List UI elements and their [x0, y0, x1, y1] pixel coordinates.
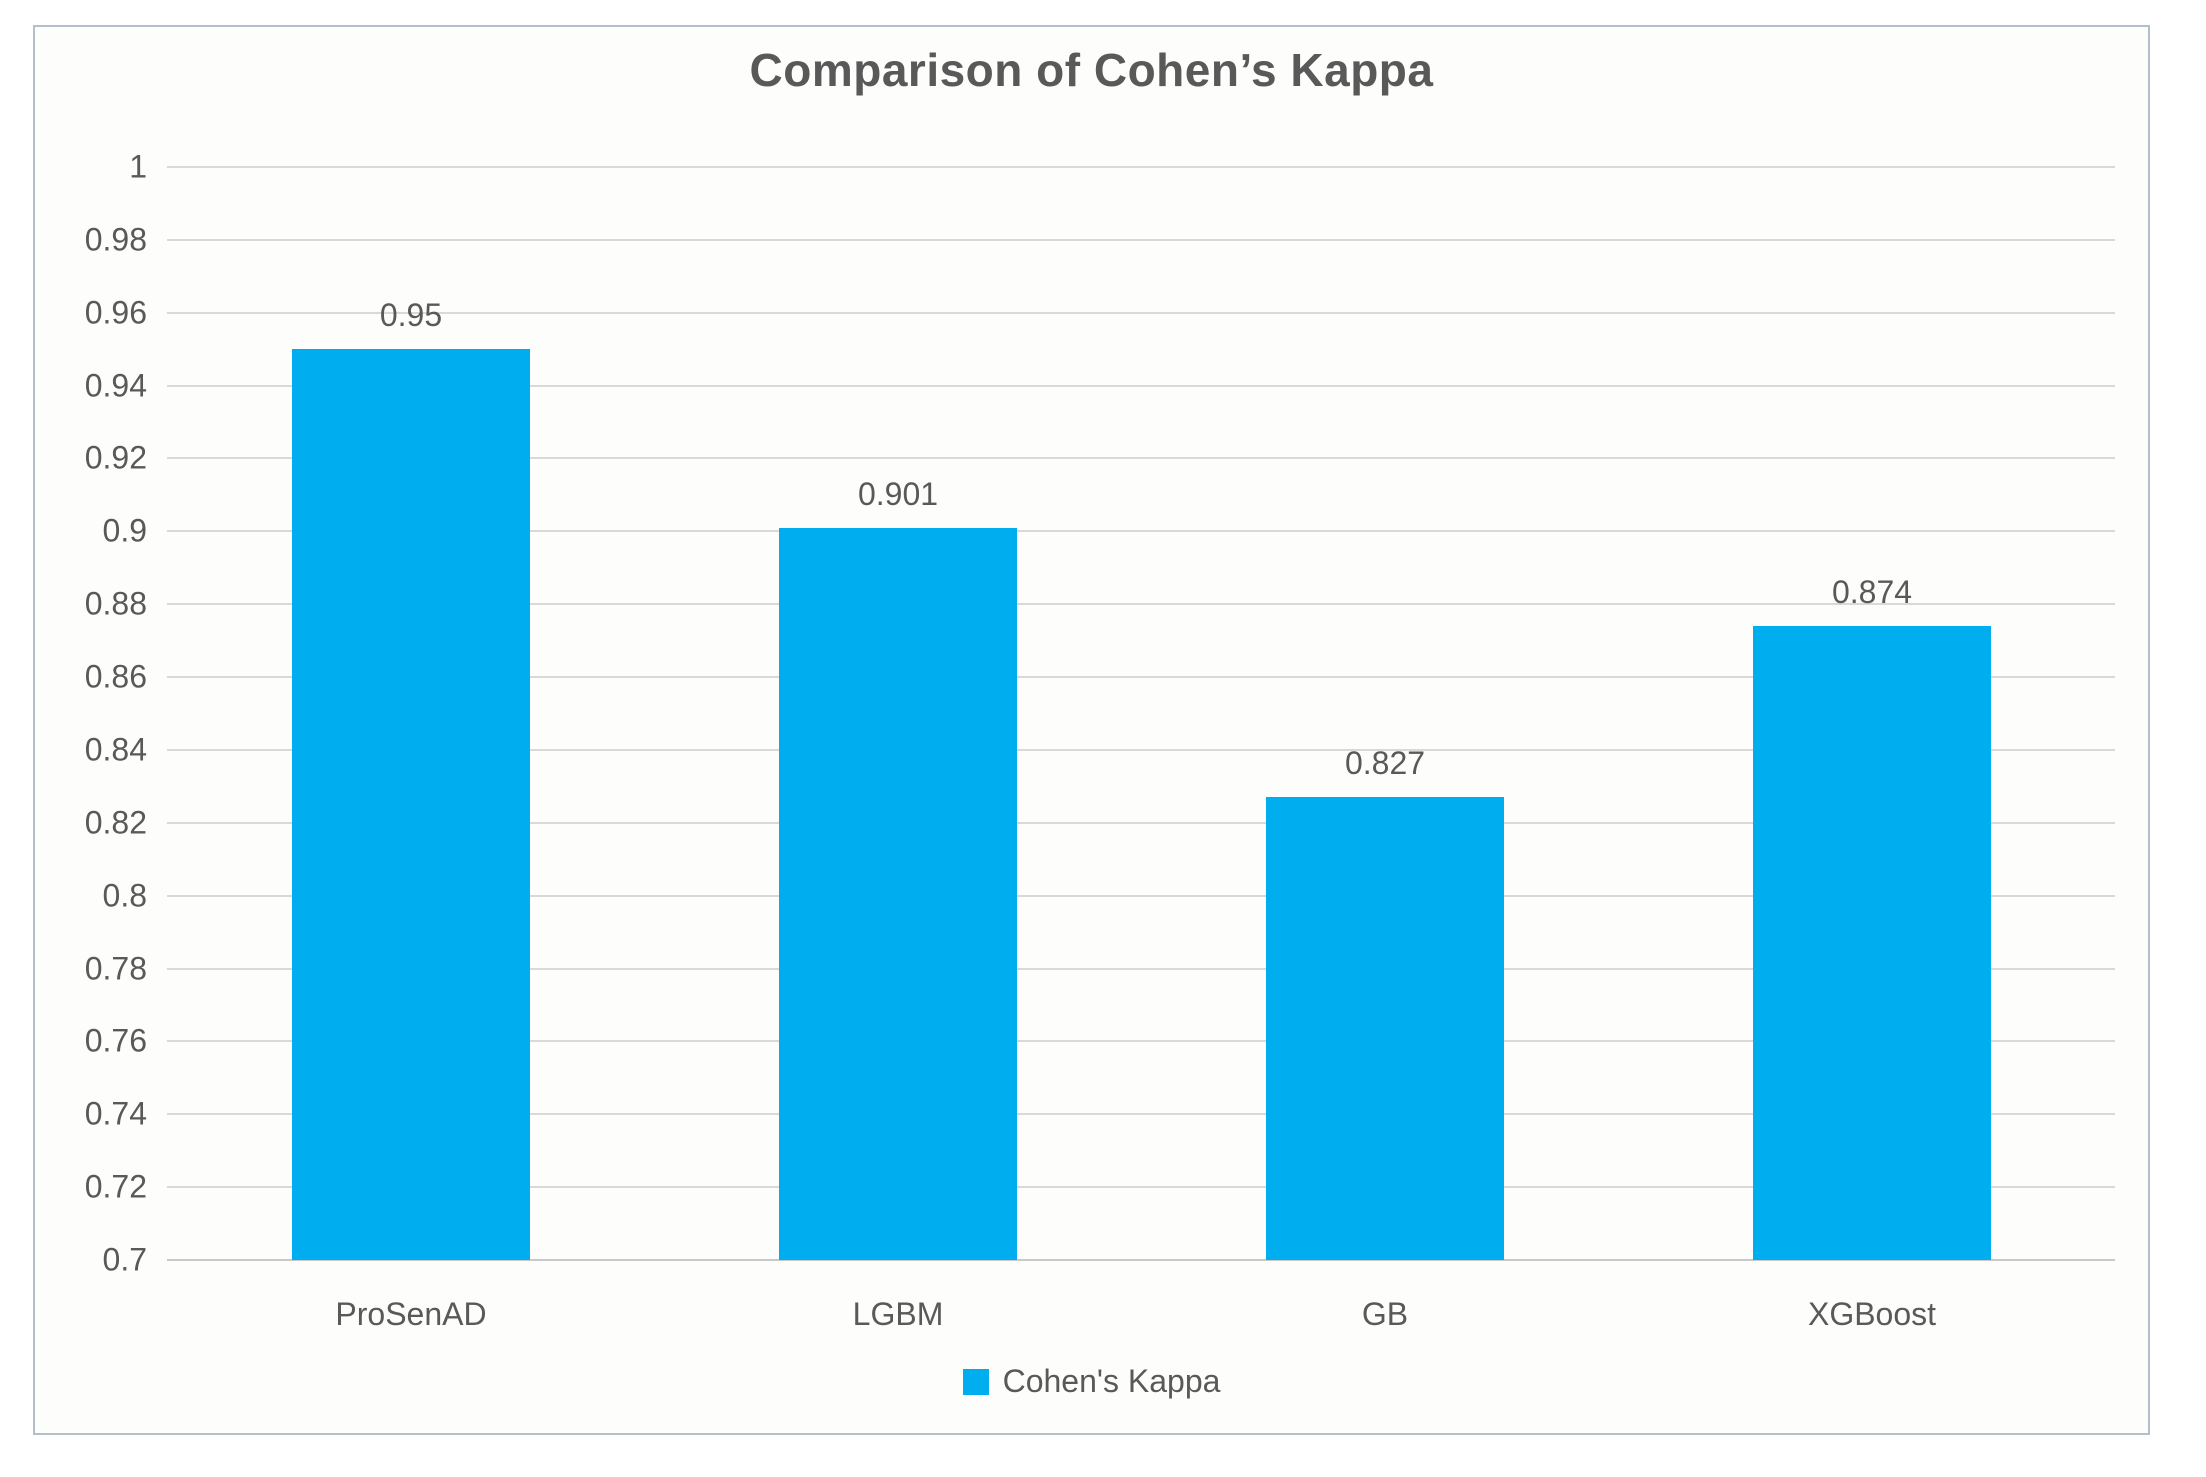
y-tick-label: 0.98	[84, 221, 147, 258]
gridline	[167, 1113, 2115, 1115]
y-tick-label: 0.86	[84, 658, 147, 695]
plot-area: 1 0.98 0.96 0.94 0.92 0.9 0.88 0.86 0.84 0.82 0.8 0…	[85, 149, 2115, 1332]
legend-series-label: Cohen's Kappa	[1002, 1363, 1221, 1399]
gridline	[167, 385, 2115, 387]
bar-lgbm	[779, 528, 1017, 1260]
gridline	[167, 895, 2115, 897]
bar-value-label: 0.95	[379, 297, 443, 333]
x-category-label: ProSenAD	[335, 1296, 487, 1332]
gridline	[167, 1040, 2115, 1042]
bar-value-label: 0.827	[1344, 745, 1426, 781]
y-tick-label: 0.8	[102, 877, 147, 914]
gridline	[167, 457, 2115, 459]
gridline	[167, 676, 2115, 678]
legend: Cohen's Kappa	[35, 1363, 2148, 1400]
y-tick-label: 0.72	[84, 1168, 147, 1205]
y-tick-label: 0.76	[84, 1022, 147, 1059]
gridline	[167, 312, 2115, 314]
y-tick-label: 0.9	[102, 512, 147, 549]
chart-frame: Comparison of Cohen’s Kappa 1 0.98 0.96 0.9…	[33, 25, 2150, 1435]
y-tick-label: 0.96	[84, 294, 147, 331]
y-tick-label: 0.84	[84, 731, 147, 768]
y-tick-label: 0.94	[84, 367, 147, 404]
y-tick-label: 0.78	[84, 950, 147, 987]
x-category-label: LGBM	[852, 1296, 944, 1332]
x-category-label: GB	[1361, 1296, 1409, 1332]
x-category-label: XGBoost	[1807, 1296, 1937, 1332]
y-tick-label: 0.7	[102, 1241, 147, 1278]
y-tick-label: 0.82	[84, 804, 147, 841]
bar-value-label: 0.901	[857, 476, 939, 512]
gridline	[167, 749, 2115, 751]
gridline	[167, 239, 2115, 241]
legend-swatch-icon	[962, 1368, 989, 1395]
bar-prosenad	[292, 349, 530, 1260]
y-tick-label: 0.74	[84, 1095, 147, 1132]
gridline	[167, 166, 2115, 168]
bar-gb	[1266, 797, 1504, 1260]
bar-xgboost	[1753, 626, 1991, 1260]
y-tick-label: 0.88	[84, 585, 147, 622]
y-tick-label: 0.92	[84, 439, 147, 476]
gridline	[167, 1186, 2115, 1188]
bar-value-label: 0.874	[1831, 574, 1913, 610]
gridline	[167, 822, 2115, 824]
gridline	[167, 530, 2115, 532]
chart-title: Comparison of Cohen’s Kappa	[749, 44, 1434, 96]
y-tick-label: 1	[129, 148, 147, 185]
gridline	[167, 1259, 2115, 1261]
gridline	[167, 603, 2115, 605]
gridline	[167, 968, 2115, 970]
